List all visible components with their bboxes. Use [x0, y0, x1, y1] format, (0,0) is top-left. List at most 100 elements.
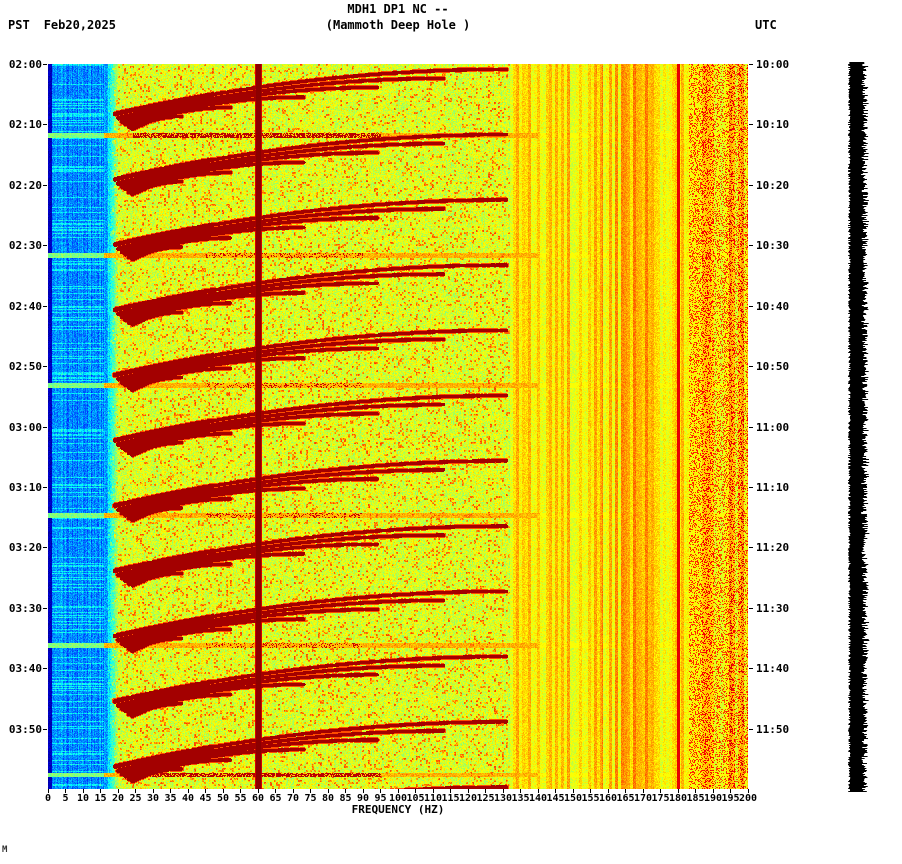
x-tick-label: 175	[651, 793, 670, 804]
x-tick-label: 95	[374, 793, 387, 804]
x-tick	[222, 789, 224, 793]
x-tick	[572, 789, 574, 793]
x-tick	[187, 789, 189, 793]
x-tick	[432, 789, 434, 793]
x-tick	[450, 789, 451, 793]
y-tick-right	[749, 426, 753, 428]
y-tick-label-left: 02:20	[8, 178, 42, 192]
x-tick-label: 155	[581, 793, 600, 804]
x-tick	[362, 789, 364, 793]
x-tick	[152, 789, 154, 793]
x-tick-label: 85	[339, 793, 352, 804]
y-tick-label-right: 11:00	[756, 420, 790, 434]
header-left: PST Feb20,2025	[8, 18, 116, 32]
x-tick-label: 200	[738, 793, 758, 804]
y-tick-label-right: 11:30	[756, 601, 790, 615]
x-tick-label: 45	[199, 793, 212, 804]
y-tick-label-left: 03:00	[8, 420, 42, 434]
x-tick	[555, 789, 556, 793]
y-tick-right	[749, 64, 753, 65]
x-tick	[415, 789, 416, 793]
y-tick-label-left: 02:30	[8, 239, 42, 253]
y-tick-right	[749, 245, 753, 247]
x-tick	[502, 789, 504, 793]
y-tick-label-right: 11:50	[756, 722, 790, 736]
date-label: Feb20,2025	[43, 18, 116, 32]
y-tick-right	[749, 305, 753, 307]
x-tick	[730, 789, 731, 793]
y-tick-label-right: 10:50	[756, 360, 790, 374]
x-tick-label: 145	[546, 793, 565, 804]
y-tick-label-right: 11:10	[756, 480, 790, 494]
x-tick-label: 5	[62, 793, 69, 804]
amplitude-bar	[848, 62, 870, 792]
x-tick-label: 20	[111, 793, 125, 804]
x-tick	[695, 789, 696, 793]
spectrogram-canvas	[48, 64, 748, 789]
y-tick-left	[43, 607, 47, 609]
x-tick-label: 10	[76, 793, 90, 804]
page-subtitle: (Mammoth Deep Hole )	[325, 18, 471, 32]
y-tick-label-left: 03:40	[8, 662, 42, 676]
x-tick	[257, 789, 259, 793]
x-tick-label: 135	[511, 793, 530, 804]
x-tick-label: 70	[286, 793, 300, 804]
x-tick-label: 105	[406, 793, 425, 804]
x-tick	[65, 789, 66, 793]
x-tick-label: 35	[164, 793, 177, 804]
y-tick-right	[749, 547, 753, 549]
page-title: MDH1 DP1 NC --	[347, 2, 449, 16]
x-tick-label: 30	[146, 793, 160, 804]
y-tick-label-left: 02:40	[8, 299, 42, 313]
x-tick	[292, 789, 294, 793]
x-tick-label: 140	[528, 793, 548, 804]
y-tick-label-left: 02:00	[8, 58, 42, 71]
y-tick-left	[43, 245, 47, 247]
x-tick-label: 160	[598, 793, 618, 804]
x-axis-title: FREQUENCY (HZ)	[351, 803, 445, 816]
corner-mark: M	[2, 845, 8, 855]
x-tick-label: 115	[441, 793, 460, 804]
y-tick-label-left: 03:30	[8, 601, 42, 615]
y-tick-right	[749, 486, 753, 488]
x-tick	[590, 789, 591, 793]
y-tick-right	[749, 184, 753, 186]
y-tick-label-left: 03:10	[8, 480, 42, 494]
x-tick	[47, 789, 49, 793]
x-tick-label: 100	[388, 793, 408, 804]
x-tick	[345, 789, 346, 793]
y-tick-right	[749, 607, 753, 609]
y-tick-right	[749, 366, 753, 368]
x-tick-label: 150	[563, 793, 583, 804]
x-tick	[205, 789, 206, 793]
x-tick	[327, 789, 329, 793]
x-tick	[642, 789, 644, 793]
x-tick-label: 190	[703, 793, 723, 804]
y-tick-label-left: 02:50	[8, 360, 42, 374]
x-tick-label: 125	[476, 793, 495, 804]
x-tick	[82, 789, 84, 793]
y-tick-label-right: 10:00	[756, 58, 790, 71]
x-tick-label: 170	[633, 793, 653, 804]
x-tick-label: 0	[44, 793, 52, 804]
y-tick-label-left: 03:20	[8, 541, 42, 555]
x-tick-label: 130	[493, 793, 513, 804]
x-tick	[240, 789, 241, 793]
x-tick-label: 65	[269, 793, 282, 804]
x-tick-label: 60	[251, 793, 265, 804]
x-tick-label: 55	[234, 793, 247, 804]
x-tick-label: 25	[129, 793, 142, 804]
x-tick-label: 50	[216, 793, 230, 804]
x-tick	[660, 789, 661, 793]
x-tick-label: 110	[423, 793, 443, 804]
y-tick-label-right: 10:30	[756, 239, 790, 253]
y-tick-right	[749, 668, 753, 670]
x-tick	[275, 789, 276, 793]
x-tick	[100, 789, 101, 793]
x-tick	[310, 789, 311, 793]
y-tick-left	[43, 124, 47, 126]
timezone-left-label: PST	[8, 18, 30, 32]
x-tick	[677, 789, 679, 793]
x-tick-label: 195	[721, 793, 740, 804]
